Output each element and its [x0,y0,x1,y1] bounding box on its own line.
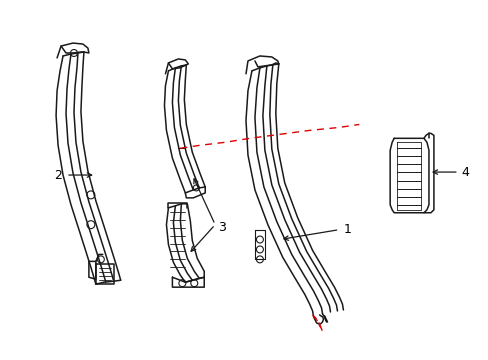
Text: 3: 3 [218,221,225,234]
Text: 1: 1 [343,223,350,236]
Text: 2: 2 [54,168,62,181]
Text: 4: 4 [461,166,468,179]
